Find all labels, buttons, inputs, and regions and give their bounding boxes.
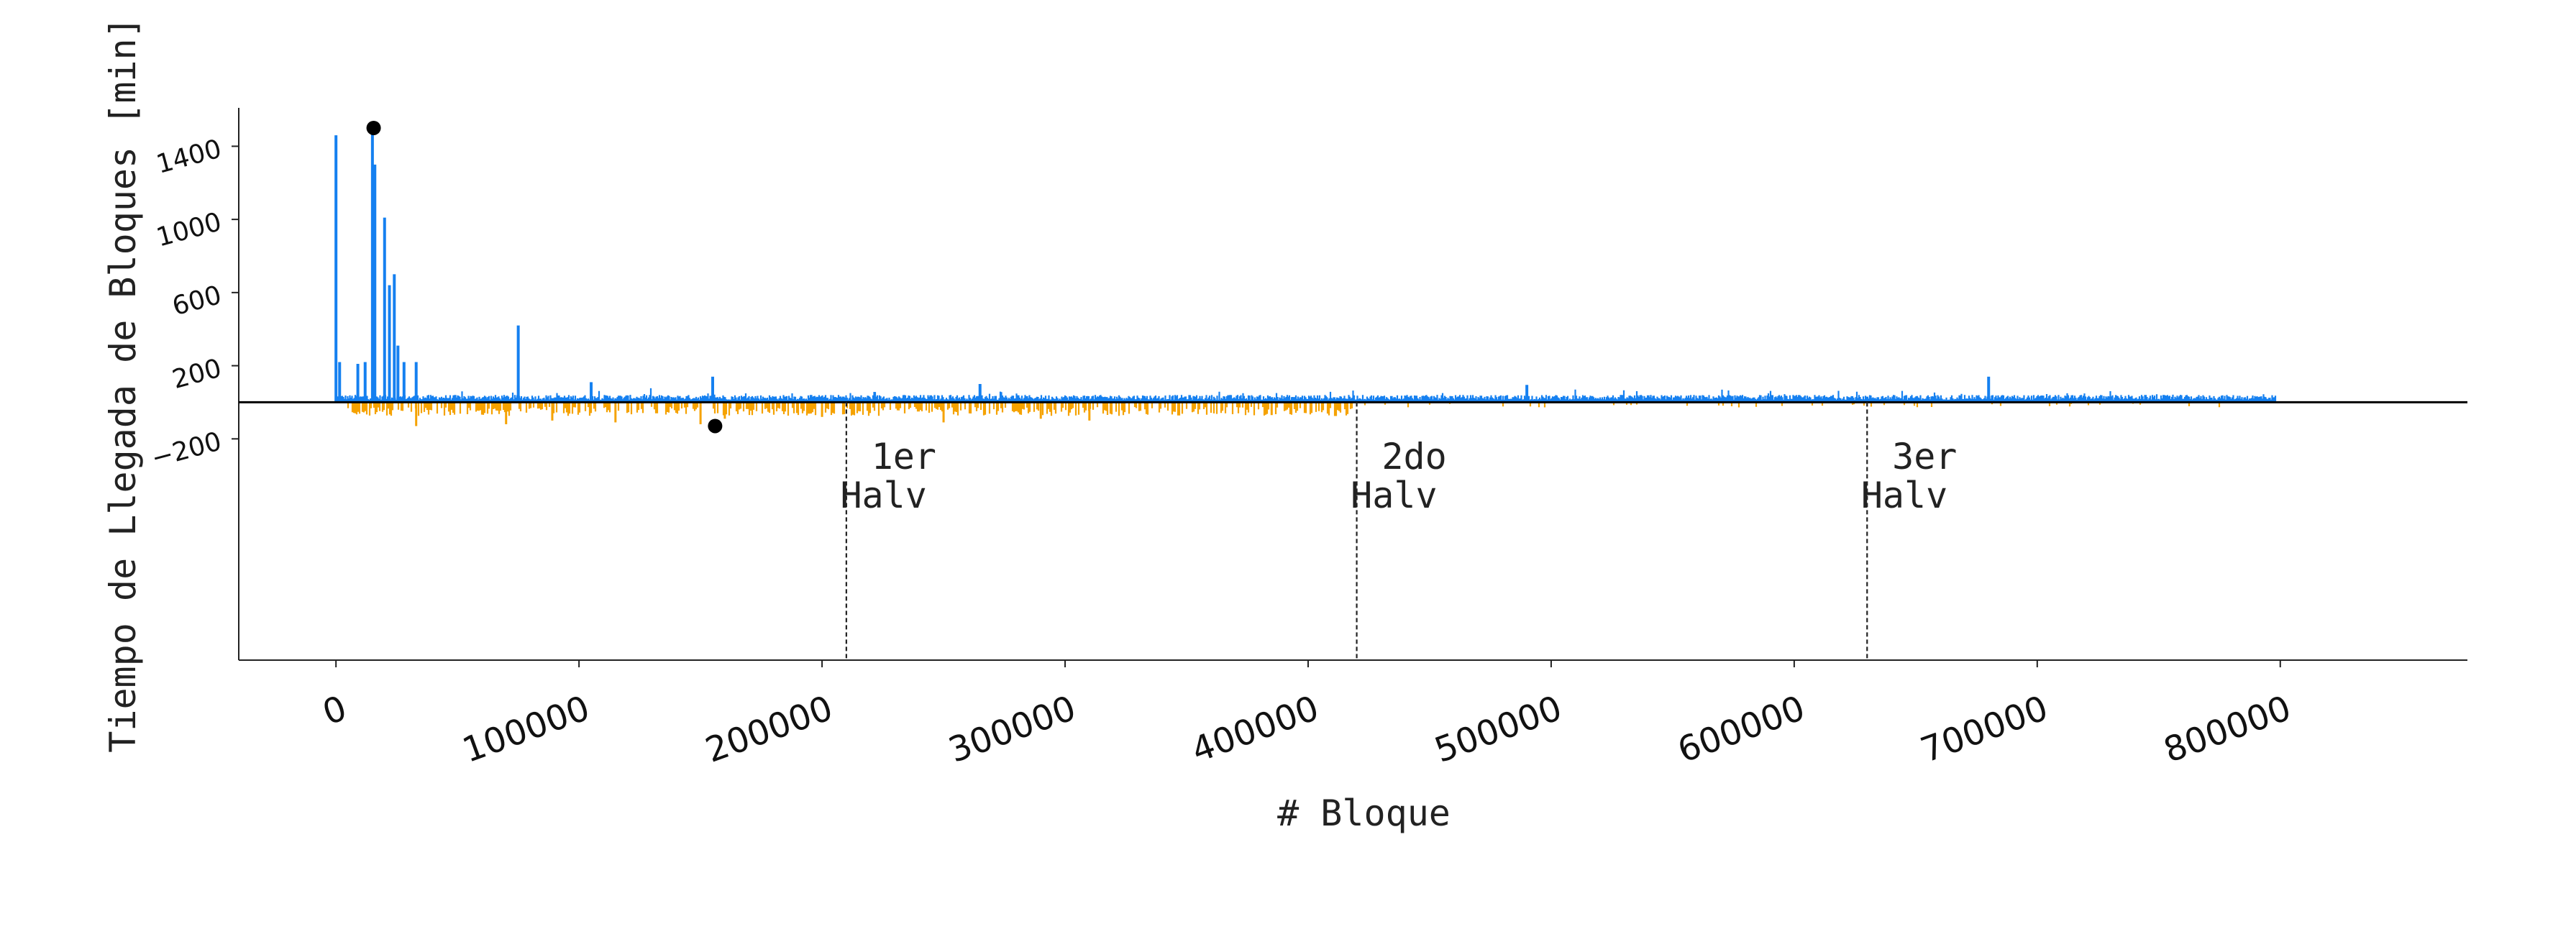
y-tick-label: 600 (169, 280, 224, 321)
negative-series-band (347, 402, 2221, 416)
y-ticks: 1400 1000 600 200 −200 (148, 134, 239, 474)
halving-label-line2: Halv (840, 475, 926, 516)
y-tick-label: 1400 (153, 134, 224, 179)
x-tick-label: 100000 (457, 688, 595, 771)
extreme-markers (366, 120, 723, 434)
halving-label-line2: Halv (1861, 475, 1947, 516)
x-tick-label: 800000 (2159, 688, 2296, 771)
y-axis-title: Tiempo de Llegada de Bloques [min] (102, 17, 144, 753)
halving-label-line2: Halv (1351, 475, 1437, 516)
extreme-marker (708, 419, 723, 434)
y-tick-label: 1000 (153, 207, 224, 252)
x-tick-label: 500000 (1430, 688, 1567, 771)
negative-series-bars (347, 402, 2221, 426)
positive-series-band (334, 388, 2277, 403)
x-tick-label: 600000 (1673, 688, 1810, 771)
x-tick-label: 300000 (944, 688, 1081, 771)
halving-label-line1: 2do (1381, 436, 1446, 477)
y-tick-label: −200 (148, 426, 224, 473)
x-tick-label: 400000 (1187, 688, 1324, 771)
y-tick-label: 200 (169, 354, 224, 395)
positive-series-bars (334, 132, 2277, 403)
x-tick-label: 700000 (1916, 688, 2053, 771)
x-ticks: 0 100000 200000 300000 400000 500000 600000 700… (317, 660, 2296, 771)
halving-label-line1: 1er (872, 436, 936, 477)
halving-label-line1: 3er (1892, 436, 1957, 477)
x-tick-label: 200000 (700, 688, 838, 771)
extreme-marker (366, 120, 381, 135)
x-axis-title: # Bloque (1277, 792, 1451, 834)
x-tick-label: 0 (317, 688, 352, 733)
